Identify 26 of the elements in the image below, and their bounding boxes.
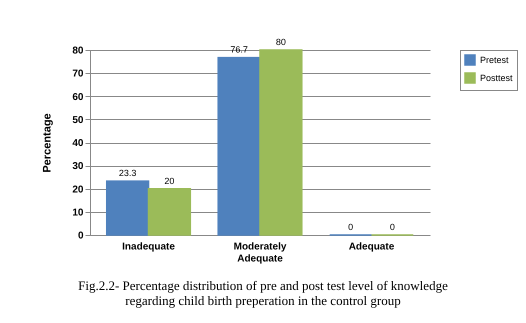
y-tick-label: 70 <box>72 68 84 80</box>
bar <box>217 56 261 236</box>
bar <box>106 180 150 236</box>
y-tick-label: 80 <box>72 46 84 56</box>
data-label: 0 <box>390 222 395 232</box>
y-tick-label: 10 <box>72 207 84 218</box>
y-tick-label: 30 <box>72 161 84 172</box>
data-label: 0 <box>348 222 354 232</box>
legend-label: Posttest <box>480 73 514 83</box>
legend-label: Pretest <box>480 55 510 65</box>
data-label: 76.7 <box>230 44 248 55</box>
bar <box>259 49 303 236</box>
y-tick-label: 60 <box>72 92 84 103</box>
data-label: 23.3 <box>118 168 136 178</box>
y-tick-label: 0 <box>78 230 84 242</box>
data-label: 80 <box>276 37 286 47</box>
caption: Fig.2.2- Percentage distribution of pre and post test level of knowledge regarding child birth preperation in the control group <box>77 278 449 308</box>
y-tick-label: 20 <box>72 184 84 196</box>
x-tick-label: Moderately Adequate <box>234 242 287 264</box>
y-tick-label: 50 <box>72 114 84 126</box>
data-label: 20 <box>164 176 174 186</box>
y-tick-label: 40 <box>72 138 84 149</box>
x-tick-label: Adequate <box>348 242 395 252</box>
y-axis-title: Percentage <box>41 113 54 173</box>
bar <box>148 188 192 236</box>
x-tick-label: Inadequate <box>122 242 176 252</box>
